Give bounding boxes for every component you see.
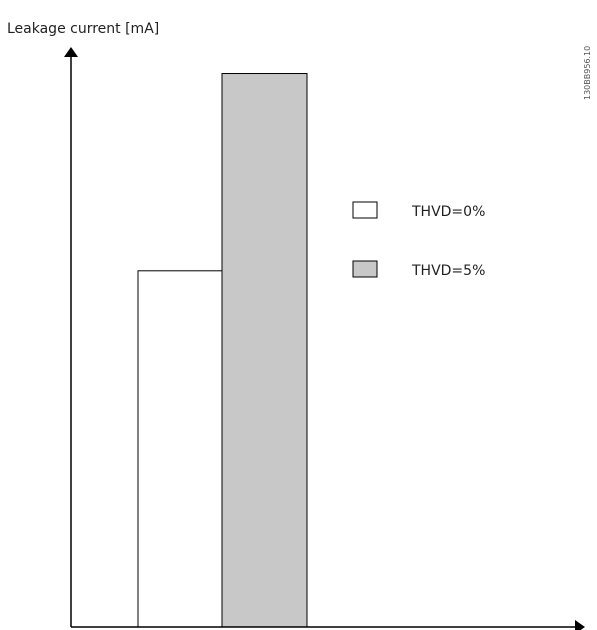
legend-swatch-thvd-0 [352,201,378,219]
bar-thvd-0- [137,270,224,628]
legend-label-thvd-5: THVD=5% [411,263,485,279]
legend-label-thvd-0: THVD=0% [411,204,485,220]
legend-swatch-thvd-5 [352,260,378,278]
bar-thvd-5- [221,73,308,628]
legend: THVD=0% THVD=5% [352,201,485,279]
bars-group [137,73,308,628]
side-code: 130BB956.10 [583,46,592,100]
y-axis-label: Leakage current [mA] [7,21,159,37]
